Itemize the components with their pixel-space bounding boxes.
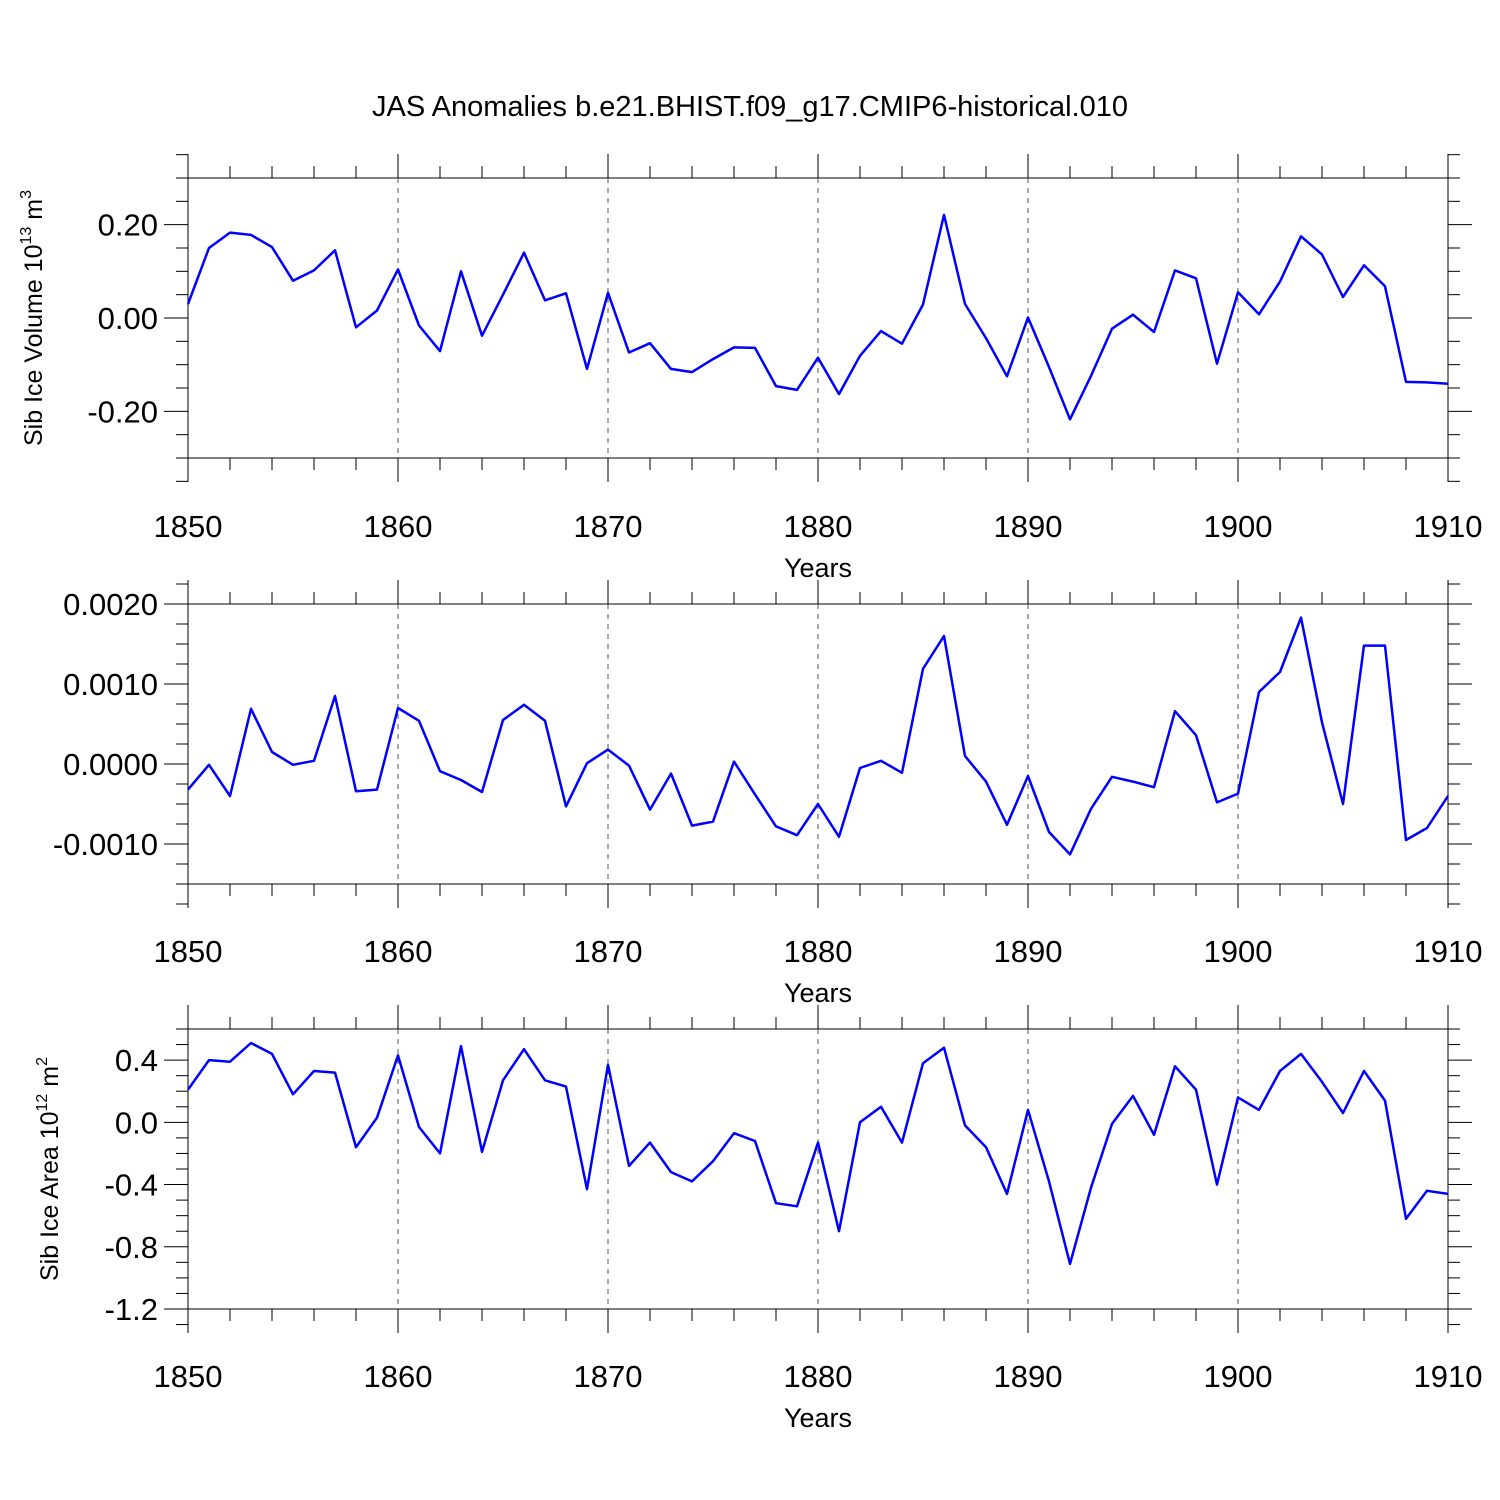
x-tick-label: 1870 [574, 1359, 643, 1394]
x-axis-title: Years [784, 553, 852, 583]
y-tick-label: 0.0010 [63, 667, 158, 702]
x-tick-label: 1890 [994, 1359, 1063, 1394]
y-tick-label: -1.2 [105, 1292, 158, 1327]
x-tick-label: 1880 [784, 1359, 853, 1394]
x-tick-label: 1880 [784, 509, 853, 544]
x-tick-label: 1890 [994, 509, 1063, 544]
panel-snow-volume: 1850 1860 1870 1880 1890 1900 1910 Years -0.0010… [0, 580, 1482, 1008]
panel-volume: 1850 1860 1870 1880 1890 1900 1910 Years -0.20 0.… [18, 154, 1482, 583]
series-line-snow-volume [187, 616, 1450, 856]
y-tick-label: 0.4 [115, 1043, 158, 1078]
x-tick-label: 1910 [1414, 934, 1483, 969]
x-tick-label: 1860 [364, 509, 433, 544]
series-line-volume [186, 213, 1449, 421]
y-axis-title: Sib Ice Volume 1013 m3 [18, 190, 48, 446]
y-tick-label: -0.20 [87, 394, 158, 429]
x-tick-label: 1890 [994, 934, 1063, 969]
y-tick-label: -0.0010 [53, 827, 158, 862]
x-tick-label: 1850 [154, 1359, 223, 1394]
series-line-area [186, 1041, 1449, 1266]
chart-title: JAS Anomalies b.e21.BHIST.f09_g17.CMIP6-… [372, 91, 1128, 123]
y-tick-label: 0.20 [98, 208, 158, 243]
y-tick-label: 0.0020 [63, 587, 158, 622]
y-axis-title: Sib Ice Area 1012 m2 [34, 1057, 64, 1281]
y-tick-label: -0.8 [105, 1230, 158, 1265]
x-tick-label: 1880 [784, 934, 853, 969]
panel-area: 1850 1860 1870 1880 1890 1900 1910 Years -1.2 -0.… [34, 1005, 1482, 1433]
x-tick-label: 1910 [1414, 509, 1483, 544]
x-axis-title: Years [784, 978, 852, 1008]
y-tick-label: 0.00 [98, 301, 158, 336]
y-axis-title: Sib Snow Volume 1013 m3 [0, 601, 2, 886]
x-axis-title: Years [784, 1403, 852, 1433]
x-tick-label: 1860 [364, 934, 433, 969]
x-tick-label: 1850 [154, 509, 223, 544]
x-tick-label: 1850 [154, 934, 223, 969]
x-tick-label: 1870 [574, 934, 643, 969]
x-tick-label: 1900 [1204, 509, 1273, 544]
x-tick-label: 1900 [1204, 1359, 1273, 1394]
y-tick-label: 0.0000 [63, 747, 158, 782]
x-tick-label: 1910 [1414, 1359, 1483, 1394]
y-tick-label: 0.0 [115, 1105, 158, 1140]
y-tick-label: -0.4 [105, 1168, 158, 1203]
x-tick-label: 1870 [574, 509, 643, 544]
x-tick-label: 1860 [364, 1359, 433, 1394]
x-tick-label: 1900 [1204, 934, 1273, 969]
